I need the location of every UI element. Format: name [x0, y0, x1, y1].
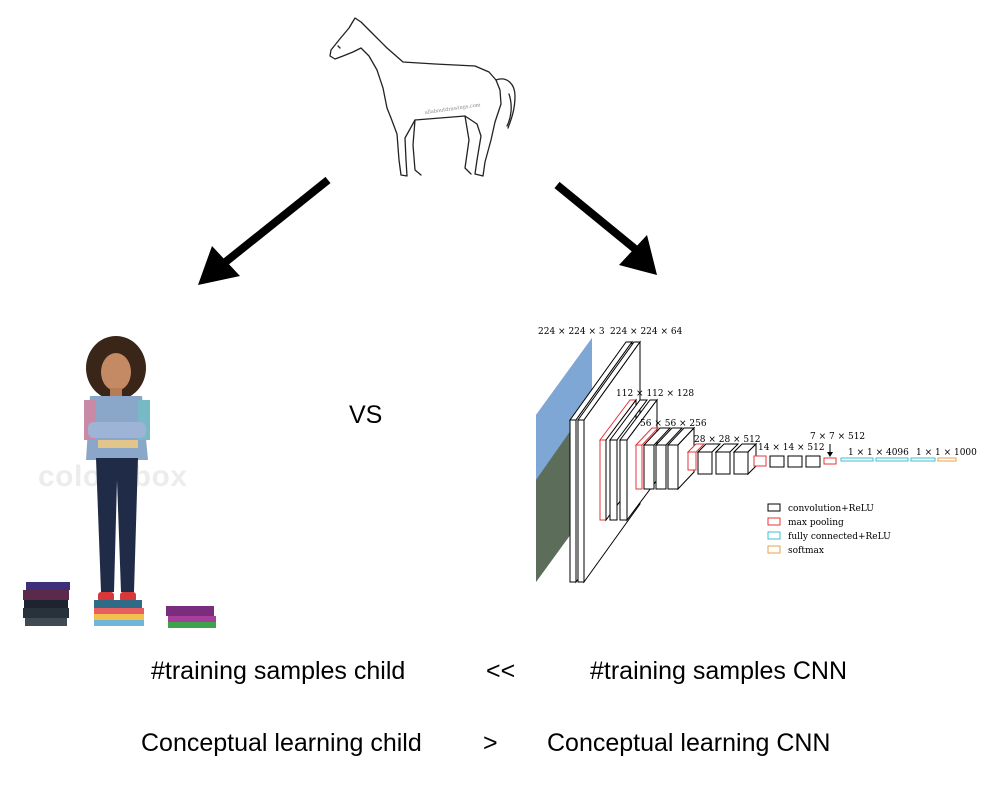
horse-credit: allaboutdrawings.com [424, 102, 481, 116]
layer-label: 14 × 14 × 512 [758, 443, 825, 453]
layer-label: 28 × 28 × 512 [694, 435, 761, 445]
horse-drawing: allaboutdrawings.com [329, 17, 516, 177]
cnn-conceptual-learning-label: Conceptual learning CNN [547, 729, 831, 757]
cnn-architecture-diagram: 224 × 224 × 3 224 × 224 × 64 112 × 112 ×… [536, 327, 977, 584]
comparison-operator: << [486, 657, 516, 685]
legend-item: max pooling [767, 517, 844, 528]
legend-item: softmax [767, 545, 824, 556]
layer-label: 224 × 224 × 3 [538, 327, 605, 337]
child-training-samples-label: #training samples child [151, 657, 406, 685]
comparison-operator: > [483, 729, 498, 757]
legend-label: softmax [788, 546, 824, 556]
arrow-right-icon [554, 181, 657, 275]
legend-item: fully connected+ReLU [767, 531, 891, 542]
cnn-legend: convolution+ReLU max pooling fully conne… [767, 503, 891, 556]
layer-label: 7 × 7 × 512 [810, 432, 865, 442]
cnn-training-samples-label: #training samples CNN [590, 657, 848, 685]
child-on-books-image [23, 336, 216, 628]
layer-label: 224 × 224 × 64 [610, 327, 683, 337]
legend-label: convolution+ReLU [788, 504, 874, 514]
legend-label: max pooling [788, 518, 844, 528]
child-conceptual-learning-label: Conceptual learning child [141, 729, 422, 757]
vs-label: VS [349, 401, 383, 429]
legend-label: fully connected+ReLU [788, 532, 891, 542]
layer-label: 56 × 56 × 256 [640, 419, 707, 429]
legend-item: convolution+ReLU [767, 503, 874, 514]
arrow-left-icon [198, 176, 331, 285]
layer-label: 112 × 112 × 128 [616, 389, 694, 399]
layer-label: 1 × 1 × 1000 [916, 448, 977, 458]
layer-label: 1 × 1 × 4096 [848, 448, 909, 458]
